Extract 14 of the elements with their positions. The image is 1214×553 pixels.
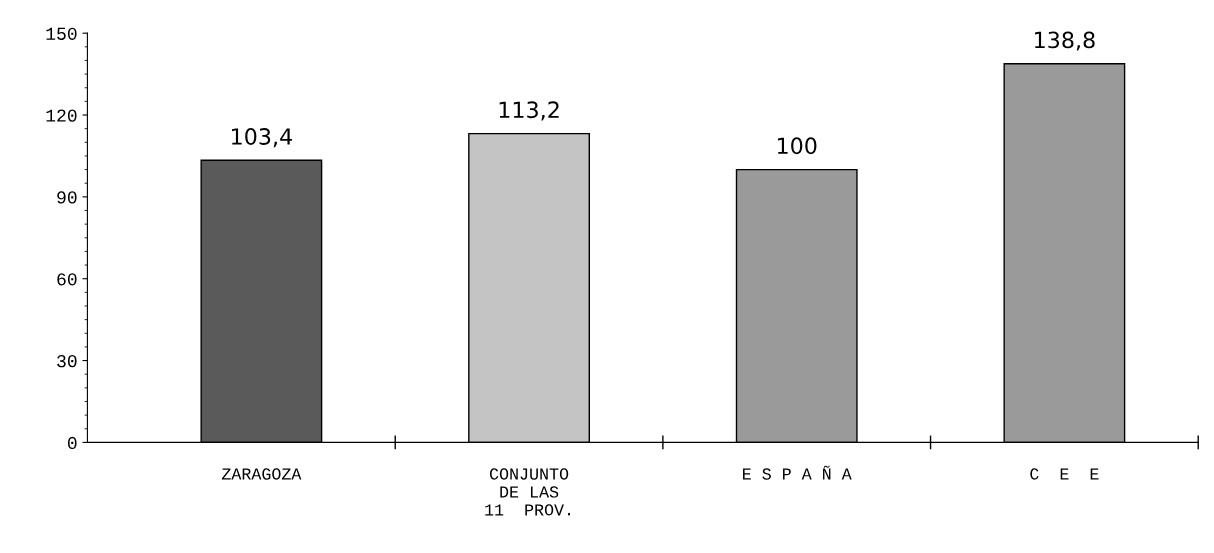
data-label: 138,8 (1035, 31, 1095, 51)
y-tick-label: 60 (57, 273, 77, 286)
x-tick-label: ZARAGOZA (221, 468, 302, 480)
y-tick-label: 0 (67, 436, 77, 450)
data-label: 103,4 (232, 128, 292, 148)
x-tick-label: E S P A Ñ A (743, 465, 852, 480)
y-tick-label: 30 (57, 355, 77, 368)
y-tick-label: 150 (46, 27, 77, 40)
y-tick-label: 120 (46, 109, 77, 122)
y-tick-label: 90 (57, 191, 77, 204)
data-label: 113,2 (499, 101, 559, 121)
x-tick-label: CONJUNTO DE LAS 11 PROV. (485, 468, 570, 516)
x-tick-label: C E E (1030, 468, 1099, 480)
data-label: 100 (777, 137, 817, 155)
